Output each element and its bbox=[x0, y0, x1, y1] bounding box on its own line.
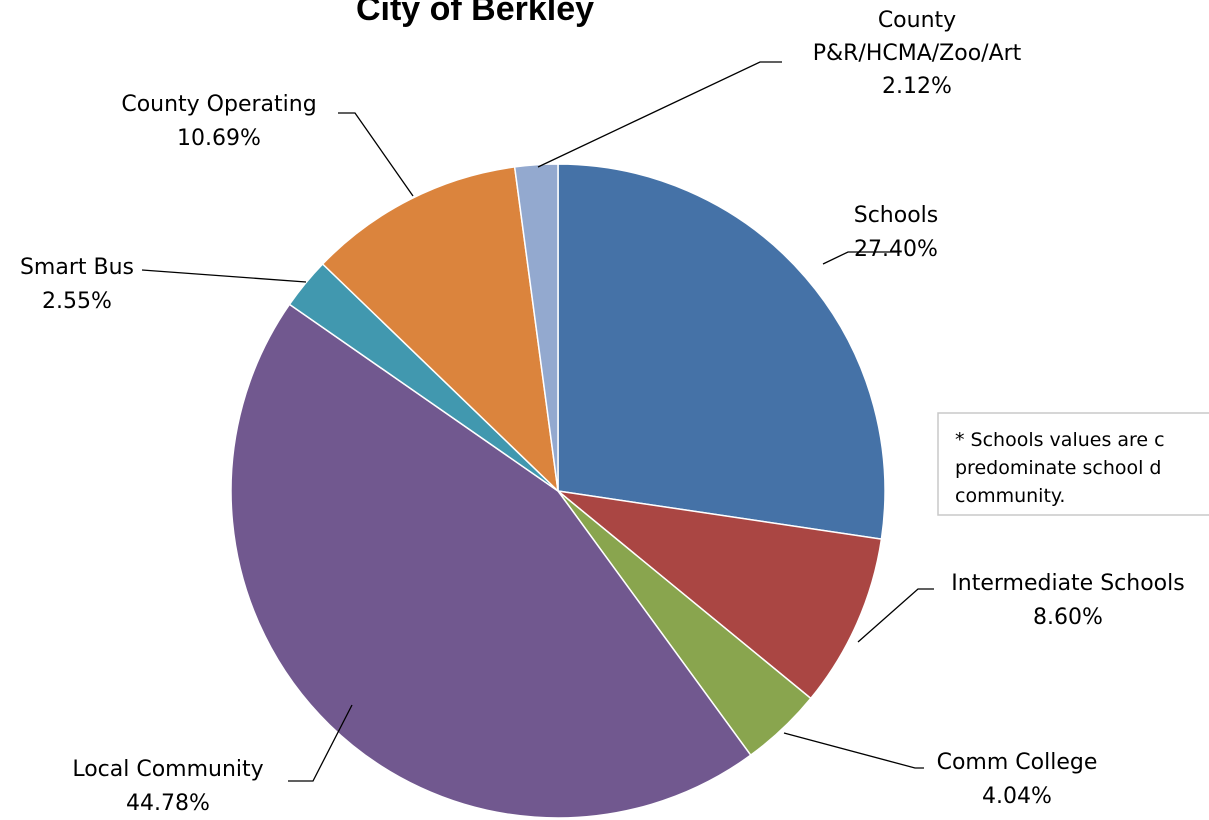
chart-title: City of Berkley bbox=[356, 0, 594, 28]
slice-value-label: 2.12% bbox=[882, 74, 952, 99]
leader-line bbox=[141, 269, 307, 283]
leader-line bbox=[822, 251, 897, 265]
slice-category-label: Local Community bbox=[72, 757, 263, 782]
pie-slice-intermediate-schools bbox=[555, 489, 883, 700]
slice-labels: Schools 27.40% Intermediate Schools 8.60% Co… bbox=[20, 8, 1185, 816]
note-line-3: community. bbox=[955, 485, 1065, 507]
slice-value-label: 2.55% bbox=[42, 289, 112, 314]
leader-line bbox=[288, 704, 353, 782]
slice-value-label: 27.40% bbox=[854, 237, 938, 262]
slice-category-label: Schools bbox=[854, 203, 939, 228]
leader-lines bbox=[141, 61, 934, 782]
pie-slices bbox=[230, 163, 886, 819]
leader-line bbox=[783, 732, 924, 769]
slice-value-label: 44.78% bbox=[126, 791, 210, 816]
slice-category-label: County bbox=[878, 8, 956, 33]
pie-slice-county-p-r-hcma-zoo-art bbox=[513, 163, 559, 492]
pie-slice-local-community bbox=[230, 303, 752, 819]
leader-line bbox=[857, 588, 934, 643]
slice-value-label: 10.69% bbox=[177, 126, 261, 151]
note-line-2: predominate school d bbox=[955, 457, 1162, 479]
slice-category-label: County Operating bbox=[121, 92, 316, 117]
note-line-1: * Schools values are c bbox=[955, 429, 1165, 451]
leader-line bbox=[537, 61, 782, 168]
leader-line bbox=[338, 112, 414, 197]
note-box: * Schools values are c predominate schoo… bbox=[937, 412, 1209, 516]
slice-category-label: Intermediate Schools bbox=[951, 571, 1184, 596]
slice-category-label: P&R/HCMA/Zoo/Art bbox=[813, 41, 1022, 66]
pie-slice-schools bbox=[557, 163, 886, 540]
slice-value-label: 8.60% bbox=[1033, 605, 1103, 630]
slice-value-label: 4.04% bbox=[982, 784, 1052, 809]
slice-category-label: Smart Bus bbox=[20, 255, 134, 280]
slice-category-label: Comm College bbox=[937, 750, 1098, 775]
pie-slice-county-operating bbox=[321, 166, 560, 494]
